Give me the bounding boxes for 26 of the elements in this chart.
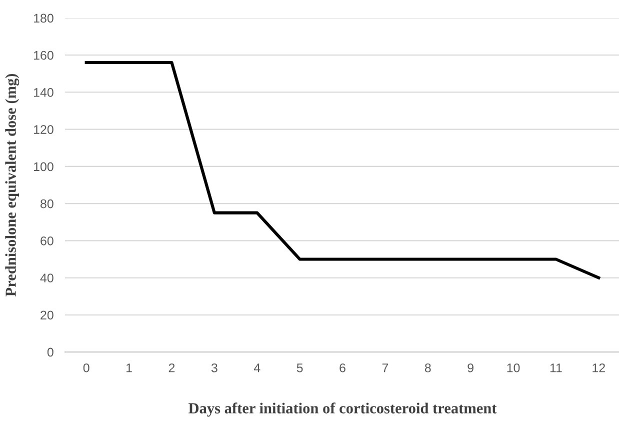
x-axis-title: Days after initiation of corticosteroid treatment xyxy=(188,402,497,417)
x-tick-label: 5 xyxy=(296,364,303,372)
y-tick-label: 120 xyxy=(34,125,54,134)
x-tick-label: 10 xyxy=(507,363,520,372)
y-tick-label: 60 xyxy=(40,236,54,246)
x-tick-label: 4 xyxy=(254,364,260,372)
x-tick-label: 7 xyxy=(382,364,388,372)
y-tick-label: 40 xyxy=(40,274,54,282)
y-tick-label: 80 xyxy=(40,199,54,208)
y-tick-label: 20 xyxy=(40,310,54,320)
y-tick-label: 0 xyxy=(47,348,54,357)
x-tick-label: 11 xyxy=(550,364,562,372)
x-tick-label: 6 xyxy=(340,363,346,372)
x-tick-label: 0 xyxy=(83,363,90,372)
x-tick-label: 9 xyxy=(468,363,474,372)
x-tick-label: 2 xyxy=(168,363,175,372)
x-tick-label: 8 xyxy=(424,363,431,372)
y-axis-title: Prednisolone equivalent dose (mg) xyxy=(5,74,20,296)
line-series xyxy=(84,61,600,280)
y-tick-label: 140 xyxy=(34,88,54,97)
y-tick-label: 180 xyxy=(34,14,54,23)
y-tick-label: 160 xyxy=(34,50,54,60)
y-tick-label: 100 xyxy=(34,162,54,172)
x-tick-label: 3 xyxy=(211,363,218,372)
x-tick-label: 1 xyxy=(126,364,132,372)
x-tick-label: 12 xyxy=(592,363,605,372)
